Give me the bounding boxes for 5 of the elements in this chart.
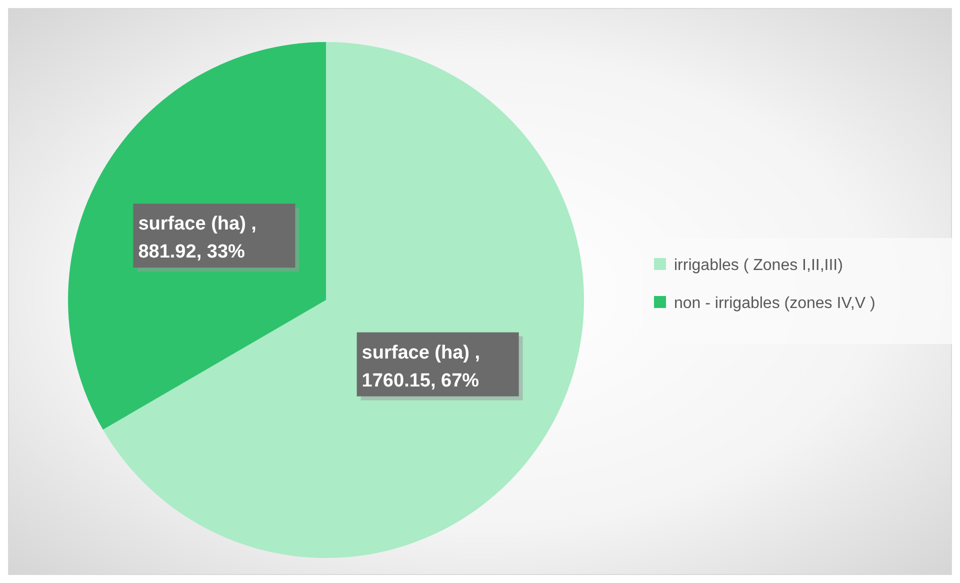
legend-label: irrigables ( Zones I,II,III) [674, 257, 843, 274]
legend-label: non - irrigables (zones IV,V ) [674, 295, 876, 312]
data-label: surface (ha) , 1760.15, 67% [362, 342, 480, 392]
pie-slice [102, 42, 584, 558]
data-label: surface (ha) , 881.92, 33% [138, 214, 256, 263]
